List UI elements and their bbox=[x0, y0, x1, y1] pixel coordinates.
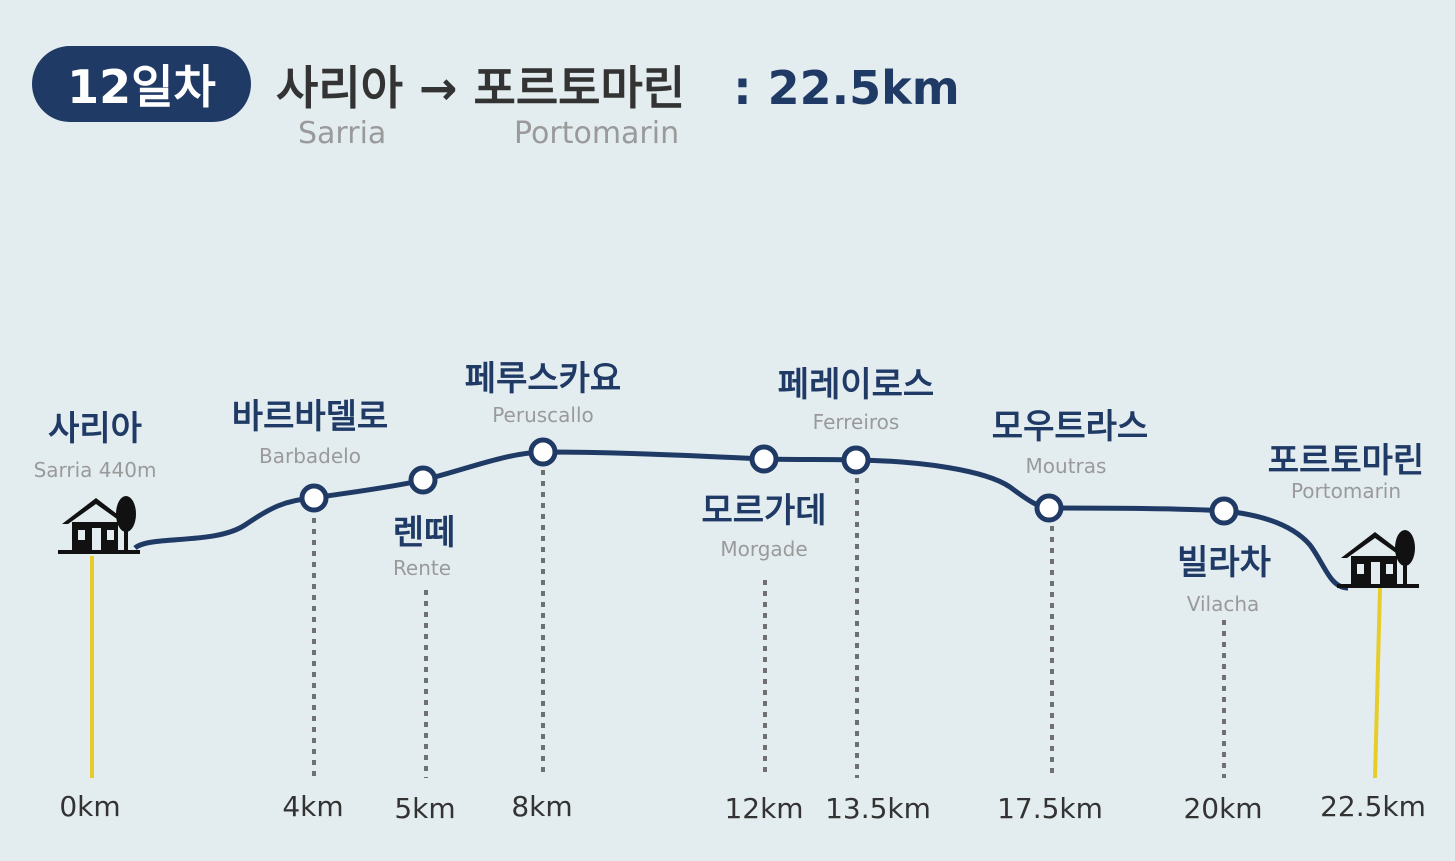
stop-en-barbadelo: Barbadelo bbox=[259, 444, 361, 468]
stop-kr-barbadelo: 바르바델로 bbox=[232, 397, 388, 437]
stop-en-vilacha: Vilacha bbox=[1187, 592, 1260, 616]
house-icon bbox=[1337, 530, 1419, 588]
arrow: → bbox=[418, 61, 458, 115]
stop-kr-ferreiros: 페레이로스 bbox=[778, 365, 934, 405]
stop-en-peruscallo: Peruscallo bbox=[492, 403, 594, 427]
stop-en-portomarin: Portomarin bbox=[1291, 479, 1401, 503]
stop-en-sarria: Sarria 440m bbox=[34, 458, 157, 482]
end-line bbox=[1373, 587, 1382, 779]
separator: : bbox=[733, 61, 752, 115]
stop-kr-sarria: 사리아 bbox=[48, 409, 142, 449]
km-moutras: 17.5km bbox=[997, 792, 1103, 825]
km-ferreiros: 13.5km bbox=[825, 792, 931, 825]
km-guides bbox=[312, 470, 1226, 778]
day-badge: 12일차 bbox=[32, 46, 251, 122]
stop-kr-moutras: 모우트라스 bbox=[992, 407, 1148, 447]
stop-marker-ferreiros bbox=[841, 445, 871, 475]
stop-en-morgade: Morgade bbox=[720, 537, 807, 561]
stop-kr-portomarin: 포르토마린 bbox=[1268, 441, 1424, 481]
km-morgade: 12km bbox=[724, 792, 803, 825]
stop-kr-rente: 렌떼 bbox=[393, 513, 456, 553]
stop-marker-peruscallo bbox=[528, 437, 558, 467]
km-peruscallo: 8km bbox=[511, 790, 572, 823]
km-barbadelo: 4km bbox=[282, 790, 343, 823]
stop-marker-morgade bbox=[749, 444, 779, 474]
stop-kr-morgade: 모르가데 bbox=[701, 491, 826, 531]
end-name-en: Portomarin bbox=[514, 116, 680, 151]
end-name: 포르토마린 bbox=[473, 61, 686, 115]
stop-en-rente: Rente bbox=[393, 556, 451, 580]
stop-marker-moutras bbox=[1034, 493, 1064, 523]
km-sarria: 0km bbox=[59, 790, 120, 823]
start-name-en: Sarria bbox=[298, 116, 387, 151]
stop-kr-vilacha: 빌라차 bbox=[1177, 543, 1271, 583]
km-rente: 5km bbox=[394, 792, 455, 825]
km-portomarin: 22.5km bbox=[1320, 790, 1426, 823]
house-icon bbox=[58, 496, 140, 554]
km-vilacha: 20km bbox=[1183, 792, 1262, 825]
start-name: 사리아 bbox=[276, 61, 403, 115]
stop-kr-peruscallo: 페루스카요 bbox=[465, 359, 621, 399]
stop-marker-vilacha bbox=[1209, 496, 1239, 526]
stop-en-ferreiros: Ferreiros bbox=[813, 410, 900, 434]
stop-marker-barbadelo bbox=[299, 483, 329, 513]
stop-marker-rente bbox=[408, 465, 438, 495]
total-distance: 22.5km bbox=[767, 61, 960, 115]
route-title: 사리아 → 포르토마린 : 22.5km bbox=[276, 52, 960, 118]
stop-en-moutras: Moutras bbox=[1026, 454, 1107, 478]
